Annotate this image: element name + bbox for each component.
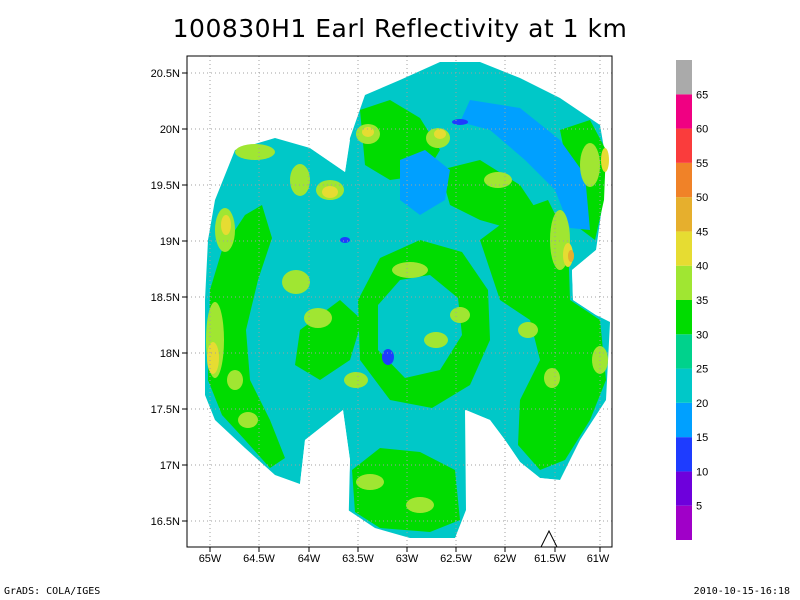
- colorbar-label: 55: [696, 158, 708, 170]
- y-tick-label: 18N: [160, 348, 180, 360]
- grid: [187, 56, 612, 547]
- band-green-west: [208, 205, 285, 468]
- x-tick-label: 62W: [494, 553, 517, 565]
- colorbar-label: 30: [696, 329, 708, 341]
- y-tick-label: 18.5N: [151, 292, 180, 304]
- colorbar-swatch: [676, 60, 692, 95]
- x-tick-label: 63.5W: [342, 553, 374, 565]
- colorbar-swatch: [676, 368, 692, 403]
- colorbar-label: 20: [696, 398, 708, 410]
- colorbar-label: 35: [696, 295, 708, 307]
- area-deepblue-mid: [340, 237, 350, 243]
- colorbar-label: 40: [696, 261, 708, 273]
- map-title: 100830H1 Earl Reflectivity at 1 km: [172, 14, 628, 43]
- colorbar-swatch: [676, 402, 692, 438]
- colorbar-label: 65: [696, 89, 708, 101]
- x-tick-label: 61W: [587, 553, 610, 565]
- y-tick-label: 19N: [160, 236, 180, 248]
- colorbar-swatch: [676, 437, 692, 472]
- colorbar-swatch: [676, 94, 692, 129]
- colorbar-swatch: [676, 505, 692, 540]
- colorbar-label: 25: [696, 364, 708, 376]
- colorbar-swatch: [676, 197, 692, 232]
- x-tick-label: 62.5W: [440, 553, 472, 565]
- colorbar-label: 5: [696, 501, 702, 513]
- plot-frame: [186, 55, 613, 548]
- band-green-south: [352, 448, 460, 532]
- x-tick-label: 64.5W: [243, 553, 275, 565]
- x-tick-label: 63W: [396, 553, 419, 565]
- colorbar-swatch: [676, 162, 692, 198]
- cells-yellow: [207, 127, 609, 374]
- y-tick-label: 16.5N: [151, 516, 180, 528]
- band-green-westcenter: [295, 300, 362, 380]
- area-blue-northeast: [460, 100, 590, 230]
- y-tick-label: 17N: [160, 460, 180, 472]
- reflectivity-field: [187, 62, 612, 545]
- colorbar-swatch: [676, 231, 692, 266]
- area-blue-north: [400, 150, 450, 215]
- colorbar-swatch: [676, 265, 692, 300]
- center-ring-inner: [378, 275, 462, 378]
- colorbar-swatch: [676, 471, 692, 506]
- y-tick-label: 19.5N: [151, 180, 180, 192]
- x-tick-label: 64W: [298, 553, 321, 565]
- y-tick-label: 20N: [160, 124, 180, 136]
- band-green-east: [480, 200, 606, 470]
- colorbar: 5 10 15 20 25 30 35 40 45 50 55 60 65: [676, 60, 708, 540]
- y-tick-label: 20.5N: [151, 68, 180, 80]
- colorbar-label: 60: [696, 124, 708, 136]
- cell-orange: [568, 250, 574, 262]
- aircraft-marker-icon: [540, 529, 558, 548]
- colorbar-swatch: [676, 128, 692, 163]
- tick-marks: [182, 72, 601, 552]
- band-green-mid-north: [440, 160, 540, 230]
- colorbar-label: 15: [696, 432, 708, 444]
- y-tick-label: 17.5N: [151, 404, 180, 416]
- no-echo-gaps: [187, 125, 612, 545]
- area-deepblue-center: [382, 349, 394, 365]
- area-deepblue-north: [452, 119, 468, 125]
- x-axis-labels: 65W 64.5W 64W 63.5W 63W 62.5W 62W 61.5W …: [199, 553, 610, 565]
- x-tick-label: 61.5W: [534, 553, 566, 565]
- footer-credit: GrADS: COLA/IGES: [4, 586, 101, 597]
- y-axis-labels: 16.5N 17N 17.5N 18N 18.5N 19N 19.5N 20N …: [151, 68, 180, 528]
- footer-timestamp: 2010-10-15-16:18: [693, 586, 790, 597]
- colorbar-label: 50: [696, 192, 708, 204]
- colorbar-label: 10: [696, 466, 708, 478]
- colorbar-label: 45: [696, 226, 708, 238]
- colorbar-swatch: [676, 300, 692, 335]
- colorbar-swatch: [676, 334, 692, 369]
- x-tick-label: 65W: [199, 553, 222, 565]
